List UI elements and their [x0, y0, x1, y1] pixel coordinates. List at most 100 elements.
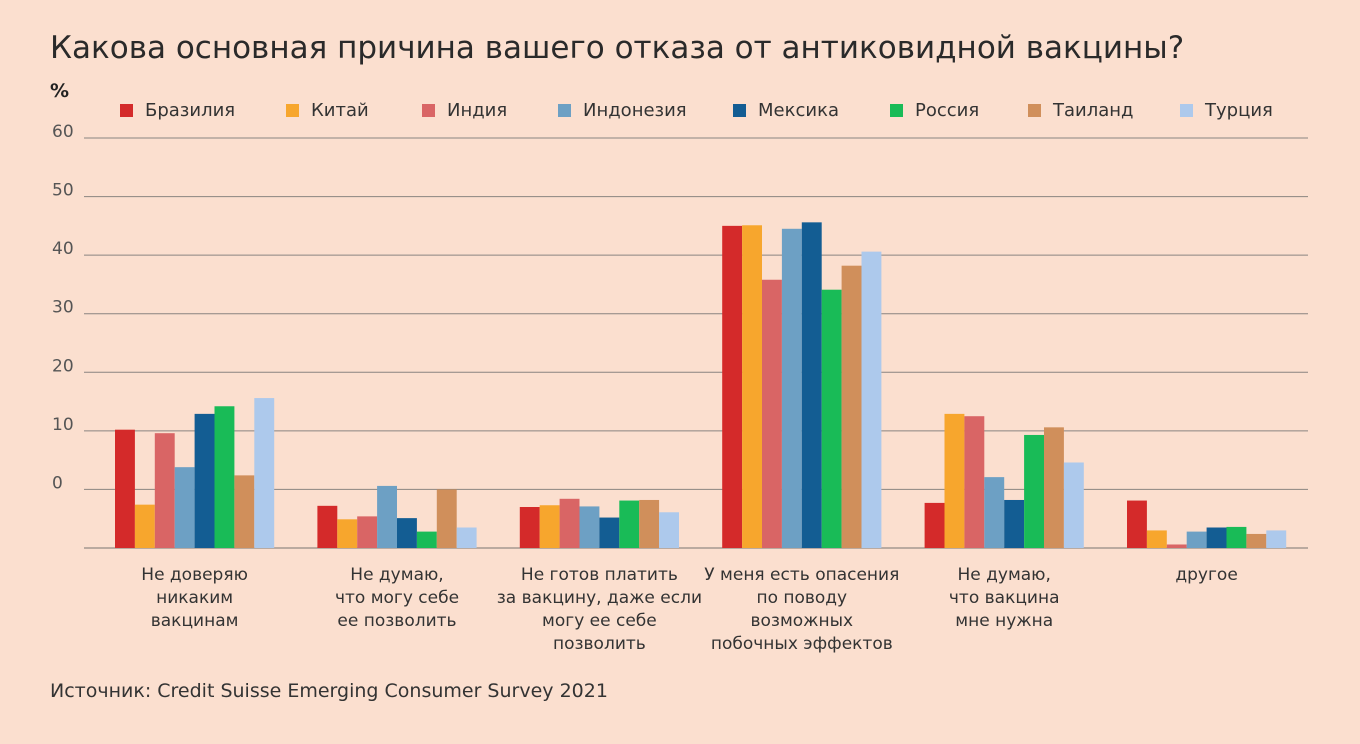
- bar: [337, 519, 358, 548]
- bar: [317, 505, 338, 548]
- legend-label: Таиланд: [1053, 100, 1134, 121]
- x-category-label: за вакцину, даже если: [497, 588, 702, 608]
- y-tick-label: 60: [52, 122, 74, 142]
- bar: [456, 527, 477, 548]
- bar: [194, 413, 215, 548]
- bar: [539, 505, 560, 548]
- legend-label: Мексика: [758, 100, 839, 121]
- bar: [1146, 530, 1167, 548]
- bar: [639, 499, 660, 548]
- y-tick-label: 10: [52, 415, 74, 435]
- y-tick-label: 20: [52, 356, 74, 376]
- bar: [984, 477, 1005, 548]
- x-category-label: ее позволить: [337, 611, 456, 631]
- legend-label: Бразилия: [145, 100, 236, 121]
- x-category-label: могу ее себе: [542, 611, 657, 631]
- x-category-label: Не думаю,: [957, 565, 1050, 585]
- legend-item: Бразилия: [120, 100, 286, 121]
- bar: [559, 498, 580, 548]
- y-tick-label: 0: [52, 473, 63, 493]
- legend-swatch: [733, 104, 746, 117]
- bar: [659, 512, 679, 548]
- bar: [619, 500, 640, 548]
- legend-label: Индия: [447, 100, 508, 121]
- legend-item: Китай: [286, 100, 422, 121]
- legend-swatch: [1180, 104, 1193, 117]
- legend-item: Индия: [422, 100, 558, 121]
- legend-item: Россия: [890, 100, 1028, 121]
- legend-item: Таиланд: [1028, 100, 1180, 121]
- legend-swatch: [422, 104, 435, 117]
- bar: [154, 433, 175, 548]
- bar: [1166, 544, 1187, 548]
- x-category-label: что могу себе: [335, 588, 459, 608]
- legend-label: Россия: [915, 100, 980, 121]
- bar: [599, 517, 620, 548]
- legend-label: Турция: [1205, 100, 1273, 121]
- bar: [762, 279, 782, 548]
- y-unit-label: %: [50, 80, 70, 102]
- x-category-label: позволить: [553, 634, 646, 654]
- x-category-label: возможных: [750, 611, 853, 631]
- bar: [214, 406, 235, 548]
- x-category-label: что вакцина: [949, 588, 1060, 608]
- bar: [1266, 530, 1287, 548]
- x-category-label: по поводу: [756, 588, 847, 608]
- legend-item: Турция: [1180, 100, 1300, 121]
- x-category-label: побочных эффектов: [711, 634, 893, 654]
- bar: [174, 467, 195, 548]
- bar: [944, 413, 965, 548]
- bar: [1186, 531, 1207, 548]
- bar: [519, 507, 540, 548]
- legend-item: Мексика: [733, 100, 890, 121]
- bar: [357, 516, 378, 548]
- bar: [1004, 499, 1025, 548]
- y-tick-label: 50: [52, 181, 74, 201]
- x-category-label: Не думаю,: [350, 565, 443, 585]
- bar: [115, 429, 135, 548]
- bar: [1127, 500, 1147, 548]
- x-category-label: Не доверяю: [141, 565, 248, 585]
- legend-swatch: [558, 104, 571, 117]
- bar: [742, 225, 762, 548]
- bar: [841, 265, 862, 548]
- bar: [1206, 527, 1227, 548]
- legend-item: Индонезия: [558, 100, 733, 121]
- source-note: Источник: Credit Suisse Emerging Consume…: [50, 680, 608, 702]
- x-category-label: Не готов платить: [521, 565, 678, 585]
- bar: [861, 251, 882, 548]
- bar: [416, 531, 437, 548]
- x-category-label: вакцинам: [151, 611, 239, 631]
- bar: [579, 506, 600, 548]
- bar: [377, 485, 397, 548]
- x-category-label: У меня есть опасения: [704, 565, 899, 585]
- bar: [924, 502, 945, 548]
- bar: [1063, 462, 1084, 548]
- legend-label: Китай: [311, 100, 369, 121]
- bar: [821, 289, 842, 548]
- bar: [1044, 427, 1064, 548]
- bar: [801, 222, 822, 549]
- bar: [436, 489, 457, 548]
- legend-swatch: [1028, 104, 1041, 117]
- x-category-label: мне нужна: [955, 611, 1053, 631]
- x-category-label: никаким: [156, 588, 233, 608]
- bar: [397, 518, 417, 548]
- x-category-label: другое: [1175, 565, 1237, 585]
- bar: [134, 504, 155, 548]
- legend: Бразилия Китай Индия Индонезия Мексика Россия…: [120, 100, 1300, 121]
- bar: [1246, 533, 1267, 548]
- bar: [781, 228, 802, 549]
- y-tick-label: 30: [52, 298, 74, 318]
- bar: [234, 475, 255, 548]
- bar: [722, 225, 743, 548]
- bar: [1024, 434, 1044, 548]
- legend-swatch: [286, 104, 299, 117]
- y-tick-label: 40: [52, 239, 74, 259]
- bar: [254, 398, 275, 548]
- legend-swatch: [890, 104, 903, 117]
- page-title: Какова основная причина вашего отказа от…: [50, 30, 1185, 66]
- legend-swatch: [120, 104, 133, 117]
- bar: [964, 416, 985, 548]
- bar: [1226, 526, 1247, 548]
